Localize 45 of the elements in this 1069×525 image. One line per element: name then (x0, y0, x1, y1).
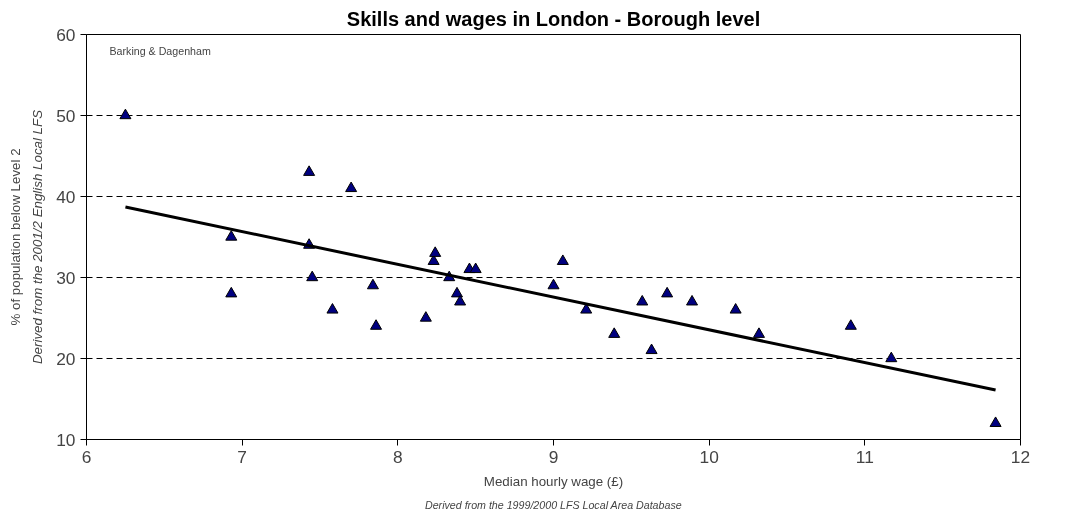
point (729, 303, 742, 314)
y-tick-label: 60 (56, 24, 76, 45)
point (469, 262, 482, 274)
x-axis-title: Median hourly wage (£) (483, 473, 624, 489)
x-tick-label: 6 (81, 446, 92, 467)
y-tick-label: 50 (56, 105, 76, 126)
y-tick-label: 30 (56, 267, 76, 288)
point (326, 303, 339, 314)
chart-title: Skills and wages in London - Borough level (346, 7, 761, 30)
point (547, 278, 560, 290)
point (306, 270, 319, 282)
point (345, 181, 358, 193)
point (752, 327, 765, 338)
x-tick-label: 8 (393, 446, 403, 467)
y-tick-label: 10 (56, 429, 76, 450)
annotation: Barking & Dagenham (109, 44, 211, 57)
point (454, 294, 467, 306)
y-axis-title: % of population below Level 2 (7, 148, 23, 326)
text: Derived from the 2001/2 English Local LFS (30, 109, 46, 365)
point (608, 327, 621, 338)
x-tick-label: 12 (1010, 446, 1031, 467)
point (303, 165, 316, 176)
point (366, 278, 379, 290)
point (450, 286, 463, 298)
point (370, 319, 383, 330)
point (645, 343, 658, 355)
x-tick-label: 7 (237, 446, 247, 467)
point (636, 294, 649, 306)
y-tick-label: 20 (56, 348, 76, 369)
y-tick-label: 40 (56, 186, 76, 207)
point (661, 286, 674, 298)
x-tick-label: 11 (855, 446, 874, 467)
point (989, 416, 1002, 427)
point (225, 286, 238, 298)
point (686, 294, 699, 306)
point (556, 254, 569, 265)
point (885, 351, 898, 363)
x-tick-label: 9 (548, 446, 559, 467)
point (419, 311, 432, 322)
point (844, 319, 857, 330)
point (225, 230, 238, 241)
x-tick-label: 10 (699, 446, 719, 467)
point (429, 246, 442, 257)
text: Derived from the 1999/2000 LFS Local Area Database (424, 498, 682, 511)
point (119, 108, 132, 120)
